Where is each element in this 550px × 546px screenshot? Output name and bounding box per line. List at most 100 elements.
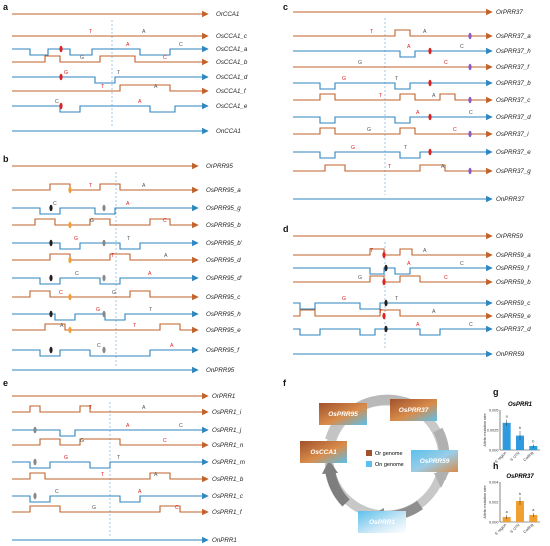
x-tick-label: 5' region	[494, 523, 507, 536]
variant-marker	[59, 102, 63, 110]
track-label-b-9: OsPRR95_e	[206, 327, 241, 334]
variant-marker	[33, 458, 37, 466]
mutation-label: G	[358, 275, 362, 281]
allele-tracks: OrCCA1 T A OsCCA1_c A C OsCCA1_a C G OsCCA1_b G T Os…	[12, 8, 531, 544]
mutation-label: A	[60, 323, 64, 329]
significance-letter: a	[506, 510, 509, 514]
mutation-label: A	[432, 93, 436, 99]
mutation-label: G	[112, 290, 116, 296]
panel-letter-g: g	[493, 387, 499, 397]
mutation-label: C	[75, 271, 79, 277]
track-c-1	[293, 29, 493, 40]
mutation-label: T	[370, 29, 374, 35]
track-a-2	[12, 45, 209, 56]
mutation-label: C	[460, 261, 464, 267]
variant-marker	[384, 264, 388, 272]
mutation-label: G	[74, 236, 78, 242]
mutation-label: C	[163, 218, 167, 224]
track-label-b-8: OsPRR95_h	[206, 311, 241, 318]
track-d-4	[293, 299, 493, 310]
track-e-7	[12, 505, 209, 516]
variant-marker	[59, 45, 63, 53]
variant-marker	[468, 96, 472, 104]
track-label-e-6: OsPRR1_c	[212, 493, 244, 500]
mutation-label: A	[148, 271, 152, 277]
bar-g-2	[529, 446, 538, 450]
track-e-3	[12, 438, 209, 449]
track-label-e-4: OsPRR1_m	[212, 459, 245, 466]
track-b-6	[12, 274, 199, 285]
track-b-10	[12, 346, 199, 357]
mutation-label: C	[460, 44, 464, 50]
track-label-d-0: OrPRR59	[496, 233, 523, 240]
track-label-c-1: OsPRR37_a	[496, 33, 531, 40]
mutation-label: A	[142, 29, 146, 35]
x-tick-label: 5' UTR	[510, 451, 521, 462]
mutation-label: T	[404, 145, 408, 151]
chart-title-h: OsPRR37	[506, 474, 534, 480]
track-label-d-2: OsPRR59_f	[496, 265, 530, 272]
track-b-7	[12, 290, 199, 301]
variant-marker	[468, 32, 472, 40]
track-c-2	[293, 47, 493, 58]
track-label-b-4: OsPRR95_b'	[206, 240, 243, 247]
track-b-3	[12, 218, 199, 229]
mutation-label: G	[90, 218, 94, 224]
mutation-label: C	[175, 505, 179, 511]
variant-marker	[33, 492, 37, 500]
mutation-label: T	[89, 29, 93, 35]
gene-label-prr1: OsPRR1	[369, 519, 395, 526]
track-label-c-3: OsPRR37_f	[496, 64, 530, 71]
track-c-5	[293, 93, 493, 104]
y-tick-label: 0.004	[489, 480, 499, 484]
variant-marker	[102, 274, 106, 282]
mutation-label: C	[53, 201, 57, 207]
mutation-label: A	[407, 261, 411, 267]
mutation-label: A	[126, 423, 130, 429]
variant-marker	[428, 47, 432, 55]
significance-letter: b	[519, 492, 521, 496]
track-label-b-2: OsPRR95_g	[206, 205, 241, 212]
mutation-label: T	[89, 183, 93, 189]
track-label-a-1: OsCCA1_c	[216, 33, 248, 40]
track-a-5	[12, 84, 209, 95]
track-label-b-7: OsPRR95_c	[206, 294, 241, 301]
mutation-label: G	[342, 296, 346, 302]
track-d-5	[293, 309, 493, 320]
variant-marker	[382, 251, 386, 259]
track-c-7	[293, 127, 493, 138]
mutation-label: C	[55, 99, 59, 105]
mutation-label: A	[138, 489, 142, 495]
mutation-label: G	[64, 455, 68, 461]
track-label-d-6: OsPRR37_d	[496, 326, 531, 333]
mutation-label: T	[133, 323, 137, 329]
track-label-d-3: OsPRR59_b	[496, 279, 531, 286]
track-e-5	[12, 472, 209, 483]
y-tick-label: 0.000	[489, 448, 499, 452]
track-label-c-4: OsPRR37_b	[496, 80, 531, 87]
track-d-2	[293, 264, 493, 275]
track-label-d-7: OnPRR59	[496, 351, 525, 358]
panel-letter-h: h	[493, 461, 499, 471]
track-label-a-4: OsCCA1_d	[216, 74, 248, 81]
variant-marker	[33, 426, 37, 434]
gene-box-cca1	[300, 441, 347, 463]
mutation-label: G	[342, 76, 346, 82]
gene-box-prr37	[390, 399, 437, 421]
mutation-label: A	[416, 110, 420, 116]
mutation-label: A	[423, 248, 427, 254]
panel-letter-b: b	[3, 154, 9, 164]
mutation-label: A	[407, 44, 411, 50]
mutation-label: T	[395, 76, 399, 82]
variant-marker	[68, 293, 72, 301]
track-label-e-5: OsPRR1_b	[212, 476, 244, 483]
track-b-8	[12, 310, 199, 321]
variant-marker	[468, 130, 472, 138]
track-d-6	[293, 325, 493, 336]
chart-title-g: OsPRR1	[508, 402, 533, 408]
y-tick-label: 0.005	[489, 408, 499, 412]
panel-letter-a: a	[3, 2, 9, 12]
mutation-label: G	[358, 60, 362, 66]
